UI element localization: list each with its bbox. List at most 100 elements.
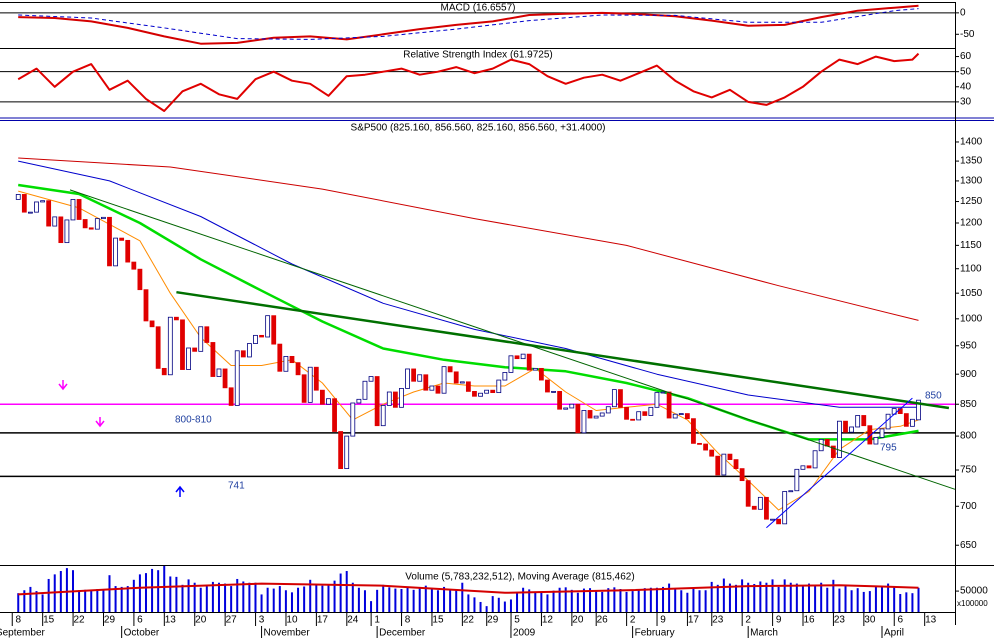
candle: [222, 368, 228, 389]
candle: [654, 392, 660, 408]
candle: [356, 398, 362, 404]
candle: [569, 403, 575, 409]
y-tick-label: 900: [960, 369, 977, 380]
candle: [861, 415, 867, 427]
volume-bar: [893, 587, 896, 612]
volume-bar: [114, 586, 117, 612]
x-tick-label: 24: [347, 615, 359, 626]
candle: [295, 362, 301, 376]
volume-bar: [388, 587, 391, 612]
candle: [599, 412, 605, 417]
candle: [125, 239, 131, 263]
volume-bar: [552, 590, 555, 612]
volume-bar: [248, 582, 251, 612]
candle: [745, 480, 751, 507]
candle: [94, 218, 100, 230]
y-tick-label: 30: [960, 97, 972, 108]
candle: [843, 420, 848, 433]
annotation: 850: [925, 391, 942, 402]
volume-bar: [686, 592, 689, 612]
volume-bar: [406, 586, 409, 612]
volume-bar: [132, 579, 135, 612]
x-tick-label: 30: [864, 615, 876, 626]
volume-bar: [35, 591, 38, 612]
plot-layer: 0 -50 MACD (16.6557) 30 40 50 60 Relative Stren…: [0, 3, 988, 638]
candle: [593, 415, 599, 419]
volume-bar: [710, 581, 713, 612]
volume-bar: [850, 590, 853, 612]
volume-bar: [272, 588, 275, 612]
candle: [167, 316, 173, 376]
candle: [575, 403, 581, 434]
volume-bar: [65, 568, 68, 612]
candle: [64, 219, 70, 244]
volume-bar: [771, 579, 774, 612]
volume-bar: [339, 573, 342, 612]
volume-bar: [917, 587, 920, 612]
candle: [837, 420, 842, 458]
annotation: 741: [228, 481, 245, 492]
volume-bar: [838, 588, 841, 612]
volume-bar: [887, 583, 890, 612]
moving-average: [18, 190, 919, 511]
x-tick-label: 13: [925, 615, 937, 626]
panel-title: Relative Strength Index (61.9725): [403, 50, 553, 61]
volume-bar: [96, 589, 99, 612]
candle: [186, 347, 191, 370]
candle: [332, 398, 337, 432]
series-line: [18, 4, 919, 45]
candle: [824, 438, 830, 447]
month-label: November: [264, 628, 311, 638]
candle: [417, 374, 423, 382]
candle: [174, 316, 179, 321]
arrow: [58, 380, 68, 391]
candle: [776, 518, 781, 525]
volume-bar: [564, 587, 567, 612]
candle: [782, 491, 788, 525]
candle: [830, 445, 836, 458]
y-tick-label: 800: [960, 431, 977, 442]
candle: [806, 465, 812, 469]
y-tick-label: 60: [960, 51, 972, 62]
x-tick-label: 6: [897, 615, 903, 626]
x-tick-label: 23: [834, 615, 846, 626]
x-tick-label: 9: [660, 615, 666, 626]
month-label: September: [0, 628, 46, 638]
candle: [873, 437, 879, 445]
candle: [660, 391, 666, 394]
candle: [903, 413, 909, 427]
volume-bar: [461, 582, 464, 612]
volume-bar: [449, 590, 452, 612]
volume-bar: [631, 591, 634, 612]
candle: [581, 410, 587, 434]
candle: [326, 398, 331, 405]
y-tick-label: 1250: [960, 196, 983, 207]
candle: [58, 216, 64, 244]
volume-bar: [351, 582, 354, 612]
volume-bar: [199, 587, 202, 612]
volume-bar: [777, 586, 780, 612]
candle: [532, 367, 538, 371]
volume-bar: [266, 587, 269, 612]
volume-bar: [455, 589, 458, 612]
candle: [739, 468, 745, 482]
volume-bar: [363, 590, 366, 612]
volume-bar: [357, 587, 360, 612]
x-tick-label: 20: [195, 615, 207, 626]
volume-bar: [345, 571, 348, 612]
volume-bar: [783, 579, 786, 612]
volume-bar: [217, 582, 220, 612]
candle: [289, 355, 295, 364]
candle: [411, 368, 417, 382]
trend-line: [69, 189, 956, 490]
volume-bar: [558, 587, 561, 612]
volume-bar: [753, 583, 756, 612]
volume-bar: [278, 586, 281, 612]
x-tick-label: 3: [259, 615, 265, 626]
volume-average: [18, 582, 919, 596]
annotation: 795: [880, 443, 897, 454]
candle: [447, 366, 453, 373]
candle: [234, 350, 240, 406]
volume-bar: [205, 586, 208, 612]
candle: [733, 459, 739, 470]
